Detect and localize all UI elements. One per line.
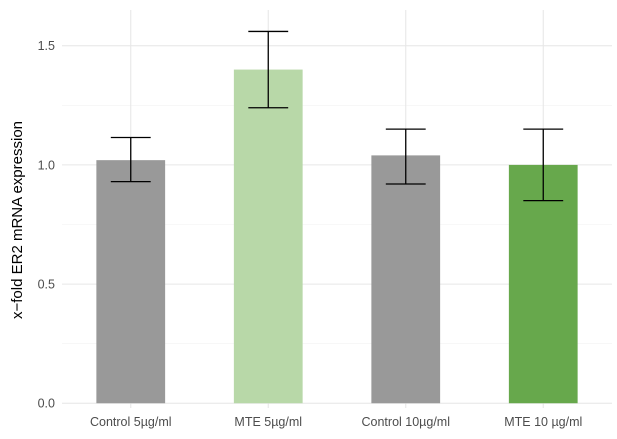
y-tick-label: 1.0 — [38, 158, 55, 172]
error-bar-3 — [523, 128, 564, 202]
error-bars — [110, 30, 564, 202]
x-tick-label: MTE 5µg/ml — [234, 415, 302, 429]
bar-1 — [233, 69, 303, 404]
x-tick-label: Control 5µg/ml — [90, 415, 172, 429]
error-bar-0 — [110, 136, 151, 183]
x-axis-ticks: Control 5µg/ml MTE 5µg/ml Control 10µg/ml M… — [90, 415, 582, 429]
error-bar-2 — [385, 128, 426, 185]
bars — [96, 69, 578, 404]
error-bar-1 — [248, 30, 289, 109]
x-tick-label: MTE 10 µg/ml — [504, 415, 582, 429]
y-tick-label: 0.0 — [38, 397, 55, 411]
x-tick-label: Control 10µg/ml — [362, 415, 451, 429]
bar-3 — [508, 164, 578, 404]
y-tick-label: 0.5 — [38, 278, 55, 292]
bar-0 — [96, 160, 166, 404]
bar-2 — [371, 155, 441, 404]
y-axis-ticks: 0.0 0.5 1.0 1.5 — [38, 39, 55, 410]
y-tick-label: 1.5 — [38, 39, 55, 53]
y-axis-title: x−fold ER2 mRNA expression — [9, 121, 26, 319]
